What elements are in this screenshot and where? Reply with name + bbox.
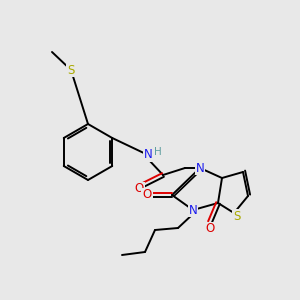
- Text: O: O: [142, 188, 152, 202]
- Text: N: N: [196, 161, 204, 175]
- Text: N: N: [189, 203, 197, 217]
- Text: H: H: [154, 147, 162, 157]
- Text: S: S: [233, 209, 241, 223]
- Text: O: O: [206, 223, 214, 236]
- Text: O: O: [134, 182, 144, 196]
- Text: N: N: [144, 148, 152, 161]
- Text: S: S: [67, 64, 75, 76]
